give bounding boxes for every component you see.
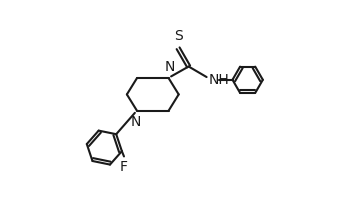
Text: S: S [174,29,182,43]
Text: F: F [120,160,128,174]
Text: N: N [165,60,175,74]
Text: NH: NH [209,73,230,87]
Text: N: N [131,114,141,128]
